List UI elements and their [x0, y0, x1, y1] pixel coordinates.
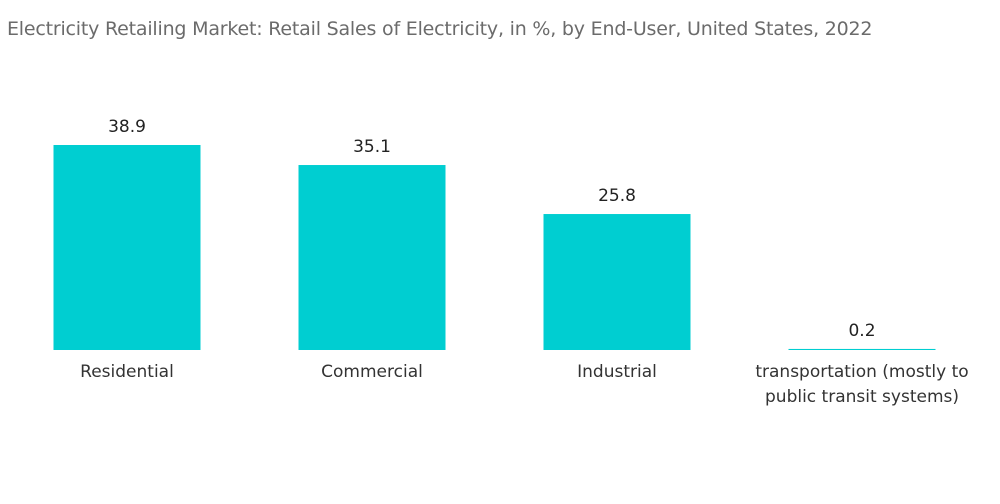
- category-label: public transit systems): [765, 387, 959, 407]
- bar-residential: [53, 145, 201, 350]
- value-label: 35.1: [353, 137, 391, 157]
- category-labels-group: Residential Commercial Industrial transport…: [80, 362, 968, 407]
- value-label: 0.2: [848, 321, 875, 341]
- value-label: 38.9: [108, 117, 146, 137]
- category-label: Commercial: [321, 362, 423, 382]
- bar-commercial: [298, 165, 446, 350]
- bar-industrial: [543, 214, 691, 350]
- value-label: 25.8: [598, 186, 636, 206]
- value-labels-group: 38.9 35.1 25.8 0.2: [108, 117, 875, 341]
- category-label: Industrial: [577, 362, 657, 382]
- category-label: Residential: [80, 362, 174, 382]
- category-label: transportation (mostly to: [755, 362, 968, 382]
- bar-transportation: [788, 348, 936, 350]
- bars-group: [53, 145, 936, 350]
- chart-title: Electricity Retailing Market: Retail Sal…: [7, 18, 873, 40]
